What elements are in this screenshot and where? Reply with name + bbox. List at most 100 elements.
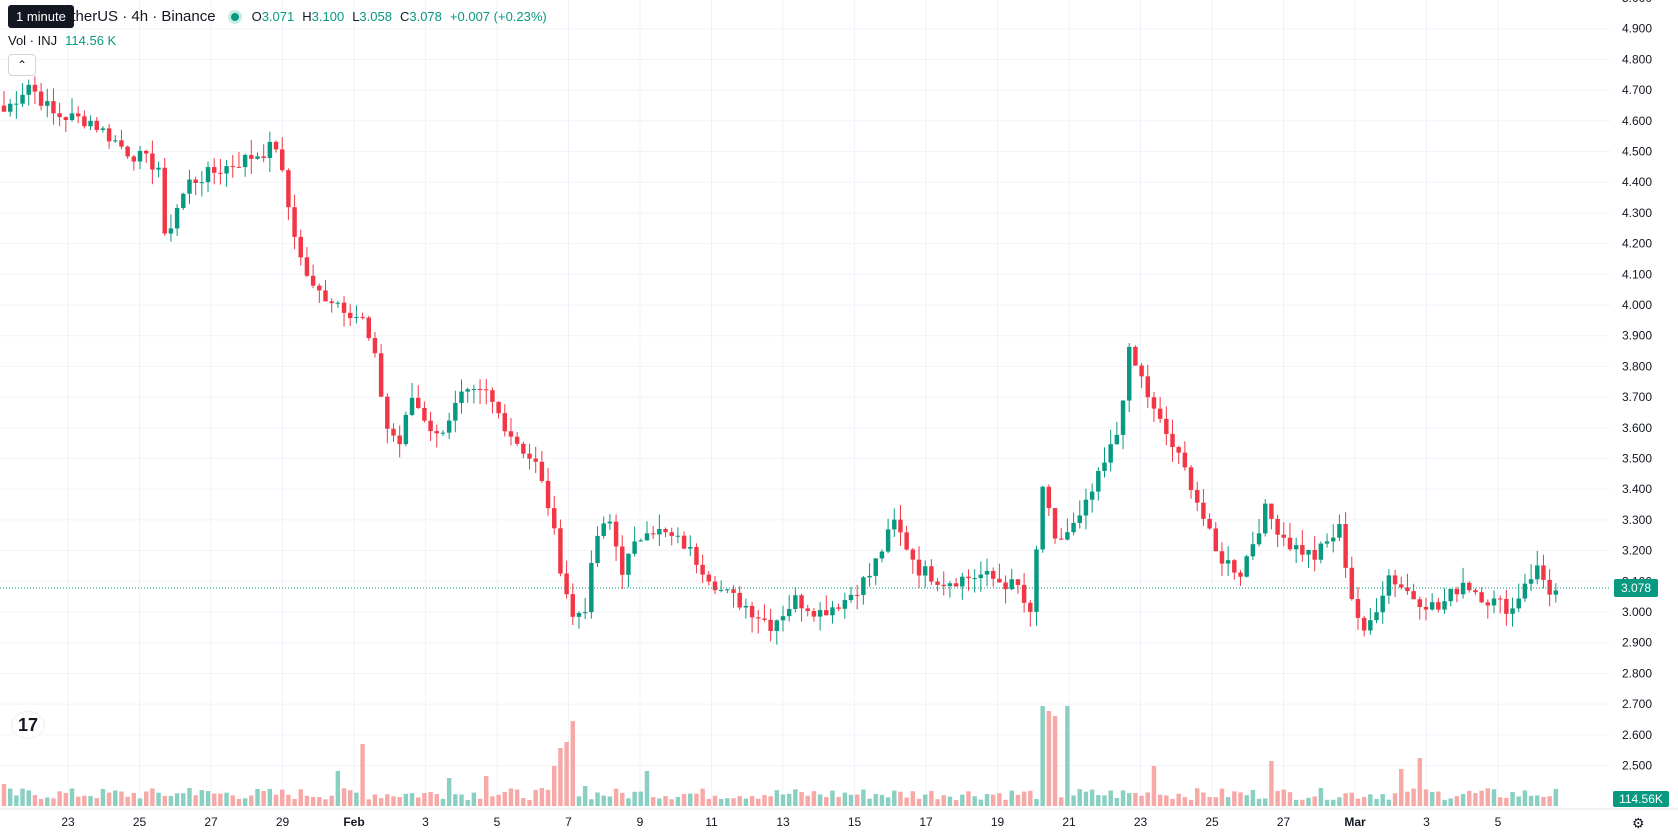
volume-bar [1151,766,1157,806]
candle-body [69,113,75,121]
gear-icon[interactable]: ⚙ [1632,815,1645,831]
candle-body [632,541,637,554]
candle-body [230,166,235,168]
candle-body [879,551,885,559]
volume-bar [620,792,625,806]
volume-bar [570,721,576,806]
volume-bar [941,795,946,806]
volume-bar [1028,790,1033,806]
candle-body [1213,528,1219,552]
volume-bar [601,795,606,806]
candle-body [1429,602,1435,610]
candle-body [378,353,384,397]
volume-bar [706,798,712,806]
candle-body [861,577,866,595]
candle-body [675,535,681,537]
volume-bar [1071,795,1076,806]
candle-body [706,574,712,582]
candle-body [125,146,130,157]
candle-body [397,435,402,445]
volume-label[interactable]: Vol · INJ [8,33,58,48]
x-tick-label: 23 [61,815,75,829]
volume-bar [848,794,854,806]
candle-body [385,396,390,429]
volume-bar [1058,797,1064,806]
candle-body [119,140,124,147]
volume-bar [310,797,316,806]
volume-bar [131,792,137,806]
candle-body [626,553,631,575]
volume-bar [1207,797,1212,806]
candle-body [131,156,137,162]
candle-body [279,149,285,171]
volume-bar [564,742,569,806]
volume-bar [984,794,990,806]
volume-bar [539,788,545,806]
candle-body [440,432,446,434]
volume-bar [471,792,477,806]
candle-body [514,436,520,444]
volume-bar [211,793,217,806]
volume-bar [1541,797,1546,806]
candle-body [428,420,433,432]
candle-body [780,616,786,621]
volume-bar [589,799,594,806]
ohlc-values: O3.071 H3.100 L3.058 C3.078 +0.007 (+0.2… [251,9,547,24]
volume-bar [854,794,860,806]
candle-body [471,389,477,391]
market-status-icon[interactable] [227,9,242,24]
volume-bar [38,798,44,806]
candle-body [607,521,613,524]
candle-body [137,150,143,162]
candle-body [1114,434,1120,445]
candle-body [552,508,557,529]
candle-body [842,600,848,609]
candle-body [156,167,161,170]
candle-body [205,167,211,183]
volume-bar [82,795,87,806]
volume-bar [916,798,922,806]
candle-body [1201,502,1206,519]
candle-body [521,443,526,454]
candle-body [749,605,755,618]
volume-bar [32,795,38,806]
candle-body [1207,518,1212,529]
candle-body [32,84,38,92]
volume-bar [607,796,613,806]
symbol-title[interactable]: etherUS · 4h · Binance [63,8,216,25]
volume-bar [836,796,841,806]
candle-body [1108,444,1113,463]
volume-bar [477,798,483,806]
interval-tooltip: 1 minute [8,5,74,28]
y-tick-label: 3.700 [1622,390,1652,404]
candle-body [1028,602,1033,612]
candle-body [737,592,742,608]
volume-bar [317,797,322,806]
volume-bar [545,789,551,806]
volume-bar [922,794,928,806]
candle-body [255,156,260,159]
candle-body [922,566,928,576]
volume-bar [1293,799,1299,806]
tradingview-logo-icon[interactable]: 17 [12,712,44,738]
candle-body [1287,537,1293,550]
candle-body [1083,499,1089,516]
collapse-legend-button[interactable]: ⌃ [8,54,36,76]
candle-body [434,431,440,434]
y-tick-label: 3.900 [1622,329,1652,343]
candle-body [1157,408,1163,419]
volume-bar [1219,788,1225,806]
candle-body [310,275,316,286]
candle-body [416,397,421,409]
candle-body [1046,486,1052,509]
volume-bar [644,771,650,806]
candle-body [1096,470,1101,492]
y-tick-label: 5.000 [1622,0,1652,5]
volume-bar [1287,792,1293,806]
candle-body [7,103,13,112]
candle-body [582,612,588,614]
y-tick-label: 4.400 [1622,175,1652,189]
candle-body [1089,491,1095,500]
candle-body [292,207,297,237]
